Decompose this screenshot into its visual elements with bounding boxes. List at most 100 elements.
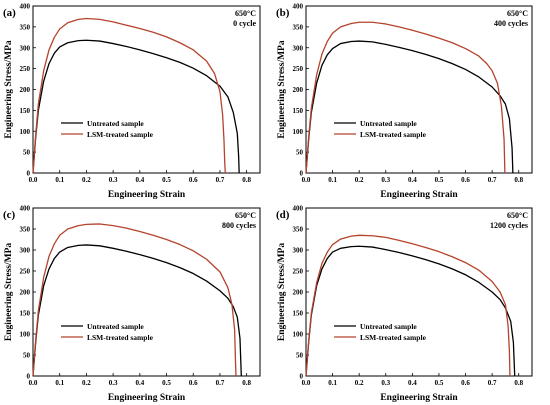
y-tick-label: 100 [293,331,304,339]
y-tick-label: 100 [293,128,304,136]
x-tick-label: 0.1 [55,176,64,184]
x-tick-label: 0.6 [189,379,198,387]
x-tick-label: 0.5 [162,379,171,387]
legend-entry: Untreated sample [360,119,417,128]
y-tick-label: 350 [20,23,31,31]
untreated-sample-curve [32,244,242,377]
untreated-sample-curve [305,40,514,174]
panel-label: (c) [3,209,16,221]
y-tick-label: 150 [20,310,31,318]
legend-entry: Untreated sample [87,119,144,128]
legend-entry: Untreated sample [87,322,144,331]
legend-entry: LSM-treated sample [87,130,154,139]
y-tick-label: 0 [27,170,31,178]
x-tick-label: 0.8 [242,379,251,387]
x-tick-label: 0.7 [488,176,497,184]
x-tick-label: 0.8 [514,176,523,184]
x-tick-label: 0.3 [381,176,390,184]
lsm-treated-sample-curve [305,234,511,377]
x-tick-label: 0.2 [82,176,91,184]
x-tick-label: 0.5 [162,176,171,184]
condition-label: 0 cycle [233,19,256,28]
x-tick-label: 0.4 [408,176,417,184]
x-tick-label: 0.0 [29,379,38,387]
legend-entry: LSM-treated sample [360,333,427,342]
x-tick-label: 0.4 [135,176,144,184]
y-tick-label: 200 [20,289,31,297]
condition-label: 650°C [235,211,256,220]
y-tick-label: 100 [20,128,31,136]
condition-label: 400 cycles [494,19,528,28]
y-tick-label: 350 [293,23,304,31]
lsm-treated-sample-curve [32,223,237,377]
y-axis-label: Engineering Stress/MPa [277,40,287,139]
condition-label: 650°C [507,9,528,18]
x-axis-label: Engineering Strain [380,190,458,200]
y-tick-label: 0 [300,170,304,178]
y-tick-label: 100 [20,331,31,339]
y-tick-label: 150 [293,107,304,115]
x-tick-label: 0.7 [216,379,225,387]
y-tick-label: 50 [23,149,31,157]
y-tick-label: 300 [293,44,304,52]
condition-label: 650°C [507,211,528,220]
y-axis-label: Engineering Stress/MPa [277,243,287,342]
y-tick-label: 150 [293,310,304,318]
y-tick-label: 0 [300,373,304,381]
x-axis-label: Engineering Strain [380,393,458,403]
y-tick-label: 0 [27,373,31,381]
y-tick-label: 400 [293,205,304,213]
y-tick-label: 200 [20,86,31,94]
y-tick-label: 400 [293,3,304,11]
condition-label: 800 cycles [222,221,256,230]
x-tick-label: 0.0 [302,176,311,184]
legend-entry: Untreated sample [360,322,417,331]
legend-entry: LSM-treated sample [360,130,427,139]
x-tick-label: 0.8 [242,176,251,184]
plot-frame [305,207,533,377]
y-tick-label: 50 [296,149,304,157]
x-tick-label: 0.1 [328,176,337,184]
x-axis-label: Engineering Strain [108,393,186,403]
y-tick-label: 200 [293,289,304,297]
y-tick-label: 200 [293,86,304,94]
x-tick-label: 0.6 [461,176,470,184]
lsm-treated-sample-curve [305,21,506,174]
y-tick-label: 400 [20,3,31,11]
x-tick-label: 0.7 [216,176,225,184]
y-tick-label: 300 [20,247,31,255]
x-tick-label: 0.3 [109,379,118,387]
panel-label: (b) [276,7,290,19]
panel-label: (d) [276,209,290,221]
x-tick-label: 0.6 [461,379,470,387]
y-tick-label: 50 [296,352,304,360]
x-tick-label: 0.5 [435,379,444,387]
y-axis-label: Engineering Stress/MPa [4,40,14,139]
condition-label: 1200 cycles [490,221,528,230]
y-tick-label: 250 [293,65,304,73]
y-tick-label: 350 [20,226,31,234]
y-tick-label: 250 [293,268,304,276]
y-tick-label: 400 [20,205,31,213]
legend-entry: LSM-treated sample [87,333,154,342]
x-tick-label: 0.8 [514,379,523,387]
lsm-treated-sample-curve [32,17,226,174]
untreated-sample-curve [305,245,516,377]
x-tick-label: 0.0 [302,379,311,387]
x-tick-label: 0.2 [355,379,364,387]
y-tick-label: 150 [20,107,31,115]
x-tick-label: 0.7 [488,379,497,387]
x-tick-label: 0.4 [408,379,417,387]
x-tick-label: 0.3 [381,379,390,387]
x-tick-label: 0.5 [435,176,444,184]
y-tick-label: 50 [23,352,31,360]
condition-label: 650°C [235,9,256,18]
y-axis-label: Engineering Stress/MPa [4,243,14,342]
y-tick-label: 250 [20,268,31,276]
x-tick-label: 0.1 [55,379,64,387]
x-tick-label: 0.6 [189,176,198,184]
y-tick-label: 300 [293,247,304,255]
x-tick-label: 0.2 [355,176,364,184]
x-tick-label: 0.2 [82,379,91,387]
